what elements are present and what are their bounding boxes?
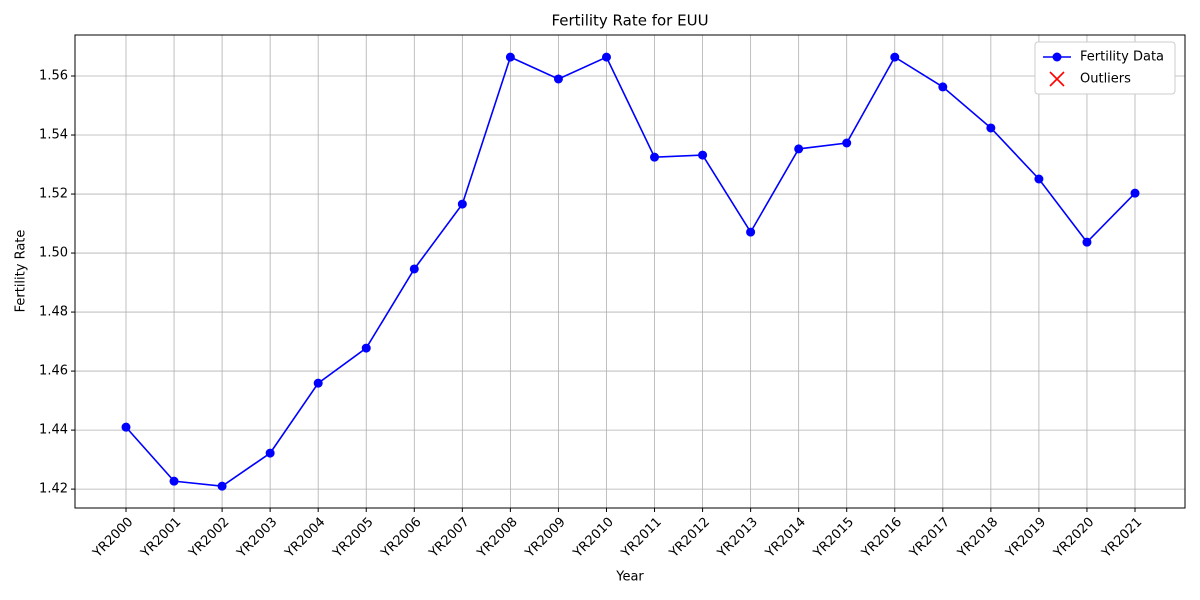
x-tick-label: YR2009	[522, 515, 569, 562]
legend-marker	[1052, 52, 1062, 62]
data-point	[409, 264, 419, 274]
data-point	[1082, 237, 1092, 247]
x-tick-label: YR2008	[474, 515, 521, 562]
data-point	[698, 150, 708, 160]
y-axis-label: Fertility Rate	[14, 230, 29, 313]
y-tick-label: 1.52	[39, 187, 68, 202]
x-tick-label: YR2019	[1002, 515, 1049, 562]
data-point	[505, 52, 515, 62]
data-point	[217, 481, 227, 491]
data-point	[986, 123, 996, 133]
y-tick-label: 1.54	[39, 128, 68, 143]
x-tick-label: YR2005	[330, 515, 377, 562]
data-point	[601, 52, 611, 62]
x-tick-label: YR2000	[90, 515, 137, 562]
data-point	[890, 52, 900, 62]
legend-label: Fertility Data	[1080, 50, 1164, 65]
legend-marker	[1049, 71, 1065, 87]
x-tick-label: YR2007	[426, 515, 473, 562]
data-line	[125, 56, 1136, 487]
x-tick-label: YR2010	[570, 515, 617, 562]
x-tick-label: YR2014	[762, 515, 809, 562]
x-axis-label: Year	[615, 570, 644, 585]
data-point	[361, 343, 371, 353]
data-point	[121, 422, 131, 432]
x-tick-label: YR2003	[234, 515, 281, 562]
data-point	[1130, 188, 1140, 198]
y-tick-label: 1.50	[39, 246, 68, 261]
data-point	[1034, 174, 1044, 184]
data-point	[169, 476, 179, 486]
x-tick-label: YR2020	[1051, 515, 1098, 562]
x-tick-label: YR2021	[1099, 515, 1146, 562]
y-tick-label: 1.56	[39, 69, 68, 84]
y-tick-label: 1.42	[39, 482, 68, 497]
data-point	[842, 138, 852, 148]
x-tick-label: YR2012	[666, 515, 713, 562]
y-tick-label: 1.46	[39, 364, 68, 379]
legend-box	[1034, 41, 1176, 95]
x-tick-label: YR2002	[186, 515, 233, 562]
data-point	[650, 152, 660, 162]
data-point	[457, 199, 467, 209]
data-point	[938, 82, 948, 92]
x-tick-label: YR2011	[618, 515, 665, 562]
data-point	[746, 227, 756, 237]
legend-label: Outliers	[1080, 72, 1131, 87]
chart-title: Fertility Rate for EUU	[551, 12, 708, 30]
data-point	[265, 448, 275, 458]
x-tick-label: YR2006	[378, 515, 425, 562]
x-tick-label: YR2001	[138, 515, 185, 562]
x-tick-label: YR2004	[282, 515, 329, 562]
x-tick-label: YR2013	[714, 515, 761, 562]
x-tick-label: YR2017	[906, 515, 953, 562]
data-point	[794, 144, 804, 154]
y-tick-label: 1.48	[39, 305, 68, 320]
x-tick-label: YR2016	[858, 515, 905, 562]
data-point	[553, 74, 563, 84]
plot-frame	[74, 34, 1186, 509]
x-tick-label: YR2015	[810, 515, 857, 562]
x-tick-label: YR2018	[954, 515, 1001, 562]
y-tick-label: 1.44	[39, 423, 68, 438]
data-point	[313, 378, 323, 388]
